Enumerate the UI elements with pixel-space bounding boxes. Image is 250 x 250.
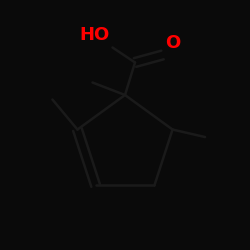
Text: O: O (165, 34, 180, 52)
Text: HO: HO (80, 26, 110, 44)
